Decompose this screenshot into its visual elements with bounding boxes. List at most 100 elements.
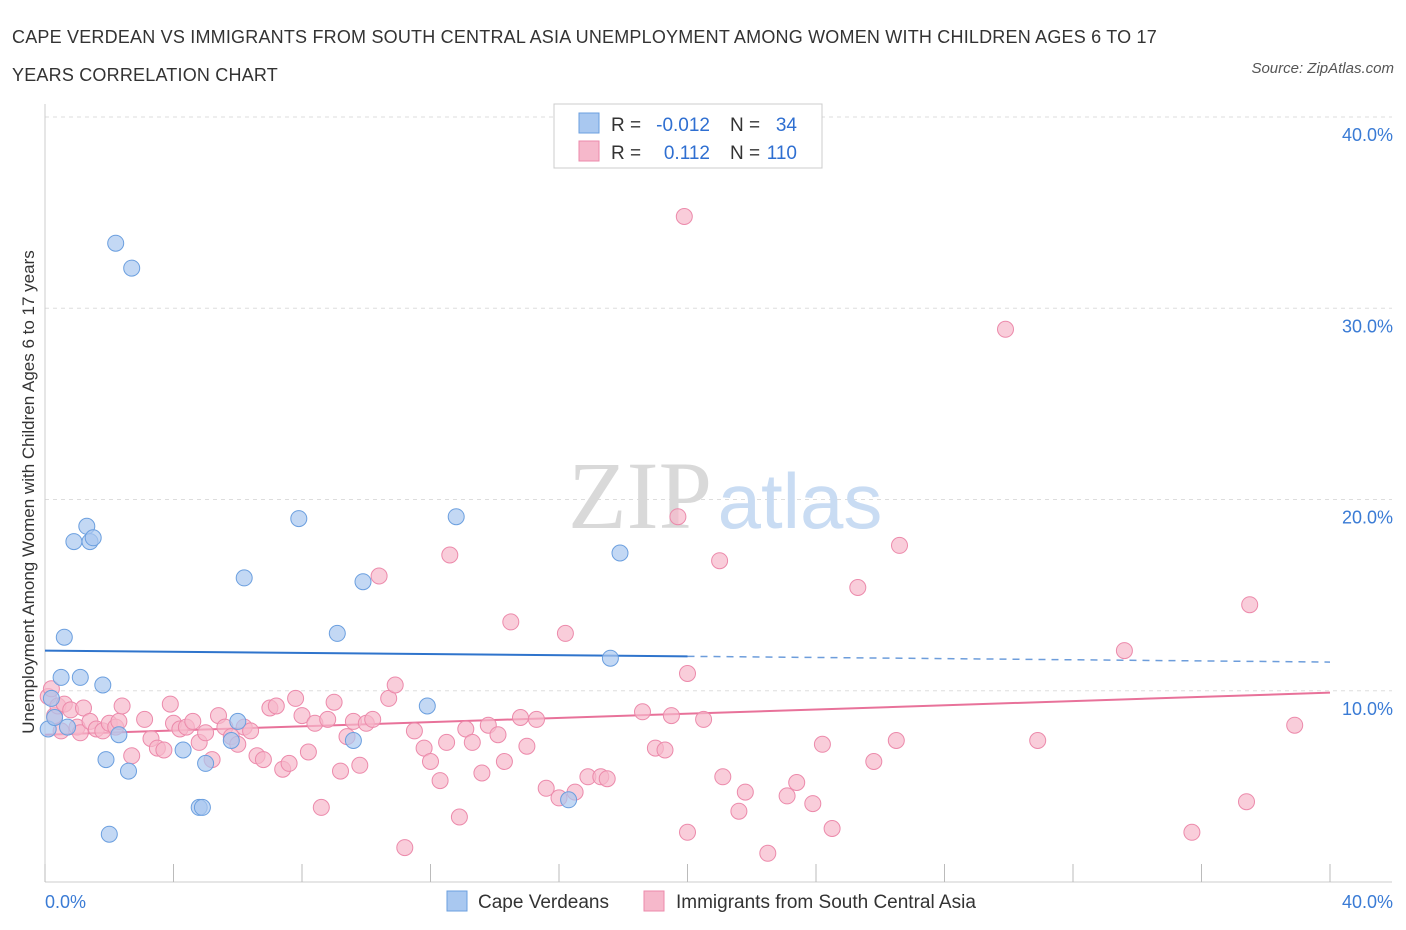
cape-verdean-point	[229, 712, 247, 730]
south-central-asia-point	[136, 710, 154, 728]
south-central-asia-point	[405, 722, 423, 740]
cape-verdean-point	[354, 573, 372, 591]
cape-verdean-point	[71, 668, 89, 686]
x-tick-label-max: 40.0%	[1342, 892, 1393, 912]
south-central-asia-point	[113, 697, 131, 715]
south-central-asia-trend-line	[44, 691, 1331, 736]
cape-verdean-point	[55, 628, 73, 646]
south-central-asia-point	[865, 753, 883, 770]
cape-verdean-point	[560, 791, 578, 809]
cape-verdean-point	[123, 259, 141, 277]
south-central-asia-point	[441, 546, 459, 564]
south-central-asia-point	[370, 567, 388, 585]
watermark-atlas: atlas	[718, 457, 883, 545]
legend-r-value-1: -0.012	[656, 115, 710, 136]
cape-verdean-point	[84, 529, 102, 547]
south-central-asia-point	[312, 798, 330, 816]
south-central-asia-point	[280, 754, 298, 772]
south-central-asia-point	[267, 697, 285, 715]
south-central-asia-point	[598, 770, 616, 788]
data-points	[39, 208, 1304, 862]
y-axis-label: Unemployment Among Women with Children A…	[19, 250, 38, 734]
cape-verdean-point	[110, 726, 128, 744]
legend-box: R = -0.012 N = 34 R = 0.112 N = 110	[553, 103, 823, 169]
south-central-asia-point	[325, 693, 343, 711]
south-central-asia-point	[736, 783, 754, 801]
cape-verdean-point	[52, 668, 70, 686]
south-central-asia-point	[450, 808, 468, 826]
cape-verdean-point	[601, 649, 619, 667]
south-central-asia-point	[254, 751, 272, 769]
cape-verdean-point	[328, 624, 346, 642]
cape-verdean-point	[94, 676, 112, 694]
south-central-asia-point	[669, 508, 687, 526]
cape-verdean-point	[193, 798, 211, 816]
legend-swatch-blue	[578, 112, 600, 134]
south-central-asia-point	[495, 753, 513, 770]
cape-verdean-point	[611, 544, 629, 562]
cape-verdean-point	[174, 741, 192, 759]
tick-labels: 10.0% 20.0% 30.0% 40.0% 0.0% 40.0%	[45, 125, 1393, 912]
cape-verdean-trend-extension	[687, 655, 1331, 663]
cape-verdean-point	[100, 825, 118, 843]
cape-verdean-point	[222, 732, 240, 749]
south-central-asia-point	[537, 779, 555, 797]
cape-verdean-point	[59, 718, 76, 736]
south-central-asia-point	[155, 741, 173, 759]
south-central-asia-point	[463, 733, 481, 751]
cape-verdean-point	[107, 234, 125, 252]
south-central-asia-point	[1029, 732, 1047, 749]
south-central-asia-point	[528, 710, 545, 728]
south-central-asia-point	[634, 703, 651, 721]
cape-verdean-point	[235, 569, 253, 587]
south-central-asia-point	[1115, 642, 1133, 660]
y-tick-label-20: 20.0%	[1342, 508, 1393, 528]
south-central-asia-point	[714, 768, 732, 786]
legend-swatch-pink	[578, 140, 600, 162]
south-central-asia-point	[887, 732, 905, 749]
legend-n-label-1: N =	[730, 115, 760, 136]
south-central-asia-point	[319, 710, 337, 728]
south-central-asia-point	[197, 724, 215, 742]
south-central-asia-point	[512, 709, 529, 726]
south-central-asia-point	[695, 710, 713, 728]
legend-n-value-2: 110	[767, 143, 797, 164]
bottom-legend-label-1: Cape Verdeans	[478, 892, 609, 913]
south-central-asia-point	[518, 737, 536, 755]
watermark: ZIP atlas	[568, 442, 882, 549]
legend-r-value-2: 0.112	[664, 143, 710, 164]
cape-verdean-point	[65, 533, 83, 551]
bottom-legend-swatch-blue	[446, 890, 468, 912]
south-central-asia-point	[1241, 596, 1259, 614]
grid	[45, 116, 1392, 692]
south-central-asia-point	[293, 707, 311, 725]
watermark-zip: ZIP	[568, 442, 712, 549]
south-central-asia-point	[711, 552, 729, 570]
south-central-asia-point	[438, 733, 456, 751]
cape-verdean-point	[344, 732, 362, 749]
south-central-asia-point	[662, 707, 680, 725]
legend-n-value-1: 34	[776, 115, 798, 136]
cape-verdean-point	[290, 510, 308, 528]
south-central-asia-point	[351, 756, 369, 774]
south-central-asia-point	[1286, 716, 1304, 734]
south-central-asia-point	[332, 762, 349, 780]
chart-source: Source: ZipAtlas.com	[1251, 60, 1394, 77]
axes	[44, 104, 1392, 883]
south-central-asia-point	[759, 844, 777, 862]
south-central-asia-point	[656, 741, 674, 759]
cape-verdean-trend-line	[44, 649, 688, 658]
legend-r-label-1: R =	[611, 115, 641, 136]
cape-verdean-point	[120, 762, 137, 780]
south-central-asia-point	[997, 320, 1014, 338]
south-central-asia-point	[730, 802, 748, 820]
y-tick-label-30: 30.0%	[1342, 316, 1393, 336]
south-central-asia-point	[679, 823, 696, 841]
legend-r-label-2: R =	[611, 143, 641, 164]
south-central-asia-point	[675, 208, 693, 225]
bottom-legend: Cape Verdeans Immigrants from South Cent…	[446, 890, 976, 913]
bottom-legend-swatch-pink	[643, 890, 665, 912]
south-central-asia-point	[386, 676, 404, 694]
south-central-asia-point	[473, 764, 491, 782]
